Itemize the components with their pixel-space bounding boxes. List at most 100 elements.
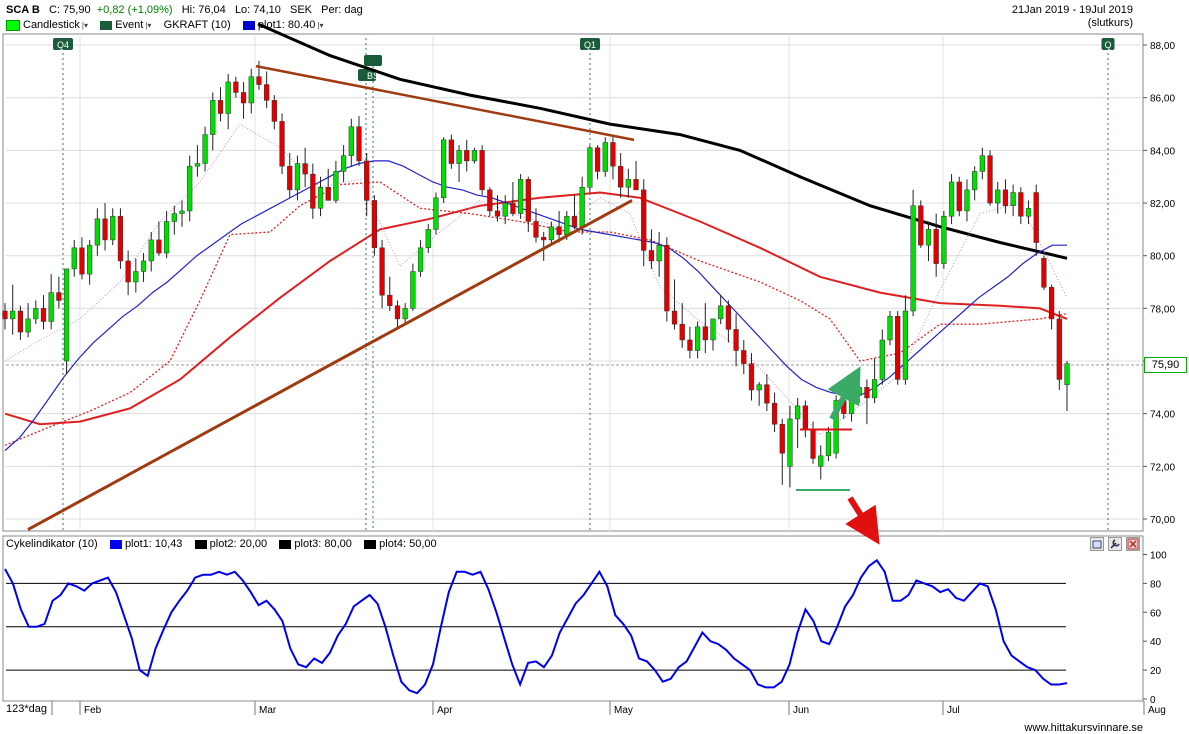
candle-body — [918, 205, 924, 246]
watermark: www.hittakursvinnare.se — [1024, 722, 1143, 734]
price-tick-label: 84,00 — [1150, 146, 1175, 157]
candle-body — [941, 215, 947, 264]
candle-body — [187, 165, 193, 212]
osc-swatch-plot1 — [109, 539, 122, 549]
candle-body — [671, 310, 678, 325]
candle-body — [902, 310, 909, 380]
wrench-icon — [1110, 539, 1120, 549]
osc-swatch-plot4 — [364, 539, 377, 549]
candle-body — [125, 260, 131, 283]
candle-body — [548, 226, 555, 241]
candle-body — [995, 189, 1001, 204]
osc-legend-plot2-label: plot2: 20,00 — [209, 538, 268, 550]
candle-body — [972, 171, 978, 191]
legend-plot1-label: plot1: 80.40 — [257, 19, 316, 31]
candle-body — [394, 305, 401, 320]
window-icon — [1092, 540, 1102, 549]
legend-swatch-plot1 — [242, 20, 255, 30]
candle-body — [256, 76, 262, 85]
osc-legend-plot3-label: plot3: 80,00 — [294, 538, 352, 550]
candle-body — [1018, 192, 1024, 217]
candle-body — [825, 431, 832, 457]
close-price: C: 75,90 — [49, 4, 91, 16]
legend-gkraft[interactable]: GKRAFT (10) — [163, 19, 231, 31]
candle-body — [63, 268, 70, 362]
candle-body — [33, 308, 39, 320]
candle-body — [848, 394, 855, 414]
date-range: 21Jan 2019 - 19Jul 2019 — [1011, 4, 1133, 16]
candle-body — [87, 244, 93, 275]
chevron-down-icon: |▾ — [145, 20, 152, 30]
legend-plot1[interactable]: plot1: 80.40 |▾ — [242, 19, 324, 31]
osc-tick-label: 20 — [1150, 666, 1162, 677]
candle-body — [641, 189, 647, 251]
month-label: May — [614, 705, 633, 716]
oscillator-plot — [4, 558, 1068, 695]
event-badge — [1101, 38, 1115, 50]
candle-body — [633, 179, 639, 191]
osc-legend-plot4[interactable]: plot4: 50,00 — [364, 538, 437, 550]
osc-legend-plot3[interactable]: plot3: 80,00 — [279, 538, 352, 550]
candle-body — [117, 215, 124, 262]
close-icon — [1127, 538, 1139, 550]
gkraft-line — [4, 181, 1068, 446]
candle-body — [571, 215, 578, 227]
candle-body — [441, 139, 447, 199]
candle-body — [371, 200, 378, 249]
price-tick-label: 72,00 — [1150, 462, 1175, 473]
candle-body — [425, 229, 431, 249]
panel-restore-button[interactable] — [1090, 537, 1104, 551]
price-tick-label: 82,00 — [1150, 199, 1175, 210]
candle-body — [610, 142, 616, 167]
candle-body — [25, 318, 31, 333]
event-badge — [53, 38, 73, 50]
candle-body — [925, 229, 932, 246]
candle-body — [210, 100, 216, 135]
month-label: Mar — [259, 705, 277, 716]
candle-body — [748, 363, 755, 391]
candle-body — [1048, 287, 1055, 320]
price-tick-label: 74,00 — [1150, 410, 1175, 421]
candle-body — [40, 308, 47, 322]
panel-settings-button[interactable] — [1108, 537, 1122, 551]
candle-body — [279, 121, 285, 167]
candle-body — [148, 239, 154, 262]
low-price: Lo: 74,10 — [234, 4, 281, 16]
candle-body — [464, 150, 470, 162]
candle-body — [964, 189, 970, 212]
candle-body — [887, 316, 893, 341]
panel-close-button[interactable] — [1126, 537, 1140, 551]
osc-title: Cykelindikator (10) — [6, 538, 98, 550]
candle-body — [679, 323, 685, 341]
candle-body — [733, 329, 739, 351]
osc-tick-label: 60 — [1150, 608, 1162, 619]
candle-body — [194, 163, 201, 167]
month-axis: Feb Mar Apr May Jun Jul Aug — [3, 700, 1166, 716]
legend-event[interactable]: Event |▾ — [100, 19, 151, 31]
plot1-line — [4, 160, 1067, 451]
osc-tick-label: 40 — [1150, 637, 1162, 648]
candle-body — [687, 339, 693, 351]
candle-body — [287, 165, 293, 191]
up-arrow — [827, 366, 861, 421]
candle-body — [702, 326, 708, 341]
candle-body — [1064, 363, 1070, 385]
osc-legend-plot2[interactable]: plot2: 20,00 — [194, 538, 268, 550]
event-badge — [580, 38, 600, 50]
osc-tick-label: 0 — [1150, 695, 1156, 706]
price-change: +0,82 (+1,09%) — [96, 4, 173, 16]
candle-body — [771, 402, 778, 425]
candle-body — [79, 247, 85, 275]
osc-panel-border — [2, 535, 1144, 702]
candle-body — [556, 226, 562, 235]
candle-body — [333, 171, 339, 201]
candle-body — [102, 218, 108, 241]
legend-candlestick[interactable]: Candlestick |▾ — [6, 19, 88, 31]
candle-body — [479, 150, 485, 191]
legend-event-label: Event — [115, 19, 144, 31]
candle-body — [764, 384, 770, 404]
candle-body — [948, 181, 955, 217]
resistance-line — [255, 64, 635, 142]
osc-swatch-plot2 — [194, 539, 207, 549]
osc-legend-plot1[interactable]: plot1: 10,43 — [109, 538, 182, 550]
